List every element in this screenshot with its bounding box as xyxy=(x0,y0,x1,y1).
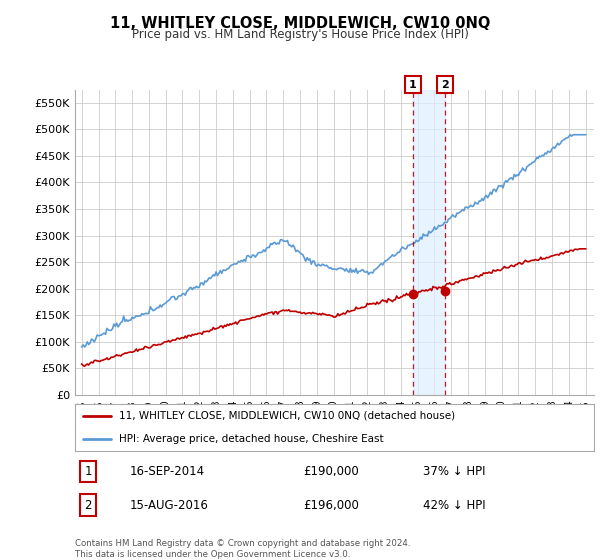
Text: 37% ↓ HPI: 37% ↓ HPI xyxy=(423,465,485,478)
Text: 16-SEP-2014: 16-SEP-2014 xyxy=(130,465,205,478)
Text: 1: 1 xyxy=(409,80,416,90)
Text: 11, WHITLEY CLOSE, MIDDLEWICH, CW10 0NQ (detached house): 11, WHITLEY CLOSE, MIDDLEWICH, CW10 0NQ … xyxy=(119,411,455,421)
Text: 11, WHITLEY CLOSE, MIDDLEWICH, CW10 0NQ: 11, WHITLEY CLOSE, MIDDLEWICH, CW10 0NQ xyxy=(110,16,490,31)
Text: 2: 2 xyxy=(84,498,92,512)
Text: 1: 1 xyxy=(84,465,92,478)
Text: 42% ↓ HPI: 42% ↓ HPI xyxy=(423,498,485,512)
Text: 15-AUG-2016: 15-AUG-2016 xyxy=(130,498,208,512)
Bar xyxy=(413,90,445,395)
Text: Price paid vs. HM Land Registry's House Price Index (HPI): Price paid vs. HM Land Registry's House … xyxy=(131,28,469,41)
Text: £190,000: £190,000 xyxy=(304,465,359,478)
Text: Contains HM Land Registry data © Crown copyright and database right 2024.
This d: Contains HM Land Registry data © Crown c… xyxy=(75,539,410,559)
Text: HPI: Average price, detached house, Cheshire East: HPI: Average price, detached house, Ches… xyxy=(119,434,384,444)
Text: £196,000: £196,000 xyxy=(304,498,359,512)
Text: 2: 2 xyxy=(441,80,449,90)
